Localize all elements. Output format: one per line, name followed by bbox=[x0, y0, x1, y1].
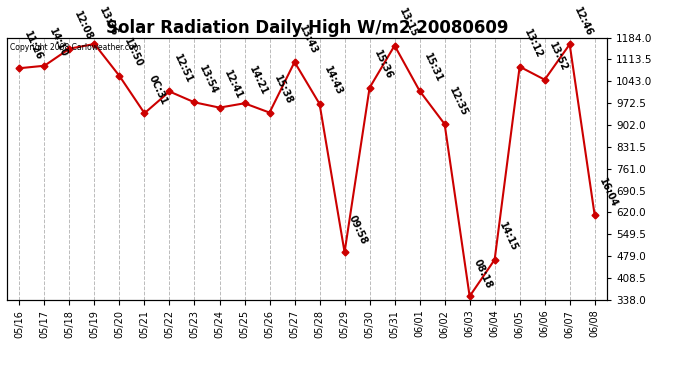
Text: 15:31: 15:31 bbox=[422, 52, 444, 84]
Text: 15:36: 15:36 bbox=[372, 49, 394, 81]
Text: 08:18: 08:18 bbox=[472, 257, 495, 290]
Text: 12:41: 12:41 bbox=[222, 69, 244, 101]
Text: Copyright 2008 Carloweather.com: Copyright 2008 Carloweather.com bbox=[10, 43, 141, 52]
Text: 16:04: 16:04 bbox=[598, 176, 620, 209]
Text: 13:50: 13:50 bbox=[122, 37, 144, 69]
Text: 14:21: 14:21 bbox=[247, 64, 269, 97]
Text: 0C:31: 0C:31 bbox=[147, 74, 169, 106]
Text: 13:15: 13:15 bbox=[397, 7, 420, 39]
Text: 12:46: 12:46 bbox=[572, 6, 594, 38]
Text: 13:54: 13:54 bbox=[197, 63, 219, 96]
Text: 14:43: 14:43 bbox=[322, 65, 344, 98]
Title: Solar Radiation Daily High W/m2 20080609: Solar Radiation Daily High W/m2 20080609 bbox=[106, 20, 509, 38]
Text: 15:38: 15:38 bbox=[272, 74, 294, 106]
Text: 09:58: 09:58 bbox=[347, 213, 369, 246]
Text: 14:10: 14:10 bbox=[47, 27, 69, 59]
Text: 12:51: 12:51 bbox=[172, 53, 194, 85]
Text: 13:36: 13:36 bbox=[97, 5, 119, 38]
Text: 13:52: 13:52 bbox=[547, 41, 569, 73]
Text: 11:26: 11:26 bbox=[22, 29, 44, 62]
Text: 13:12: 13:12 bbox=[522, 28, 544, 60]
Text: 14:15: 14:15 bbox=[497, 221, 520, 253]
Text: 12:35: 12:35 bbox=[447, 85, 469, 117]
Text: 13:43: 13:43 bbox=[297, 23, 319, 56]
Text: 12:08: 12:08 bbox=[72, 10, 94, 42]
